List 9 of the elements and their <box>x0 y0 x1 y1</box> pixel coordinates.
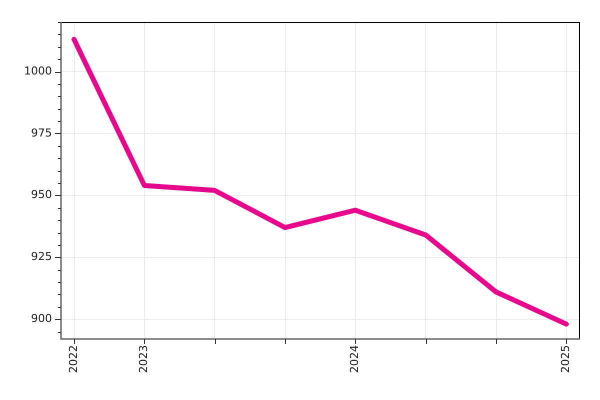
x-tick-label: 2024 <box>348 345 362 373</box>
y-tick-label: 1000 <box>24 64 52 78</box>
y-tick-label: 975 <box>31 126 52 140</box>
y-tick-label: 925 <box>31 250 52 264</box>
y-tick-label: 900 <box>31 312 52 326</box>
x-tick-label: 2025 <box>559 345 572 373</box>
x-tick-label: 2022 <box>66 345 80 373</box>
y-tick-label: 950 <box>31 188 52 202</box>
x-tick-label: 2023 <box>137 345 150 373</box>
